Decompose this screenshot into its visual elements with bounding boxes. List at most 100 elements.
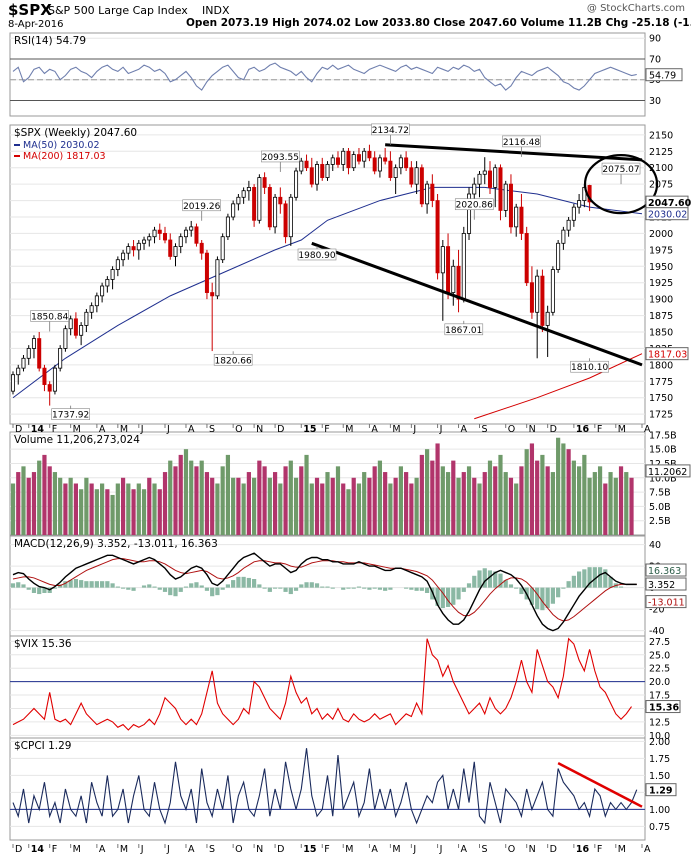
volume-bar xyxy=(404,472,409,535)
volume-bar xyxy=(508,477,514,535)
trendline xyxy=(311,241,643,367)
x-tick-label: 15 xyxy=(303,424,316,435)
tick-label: 10.0 xyxy=(649,731,670,742)
macd-hist-bar xyxy=(309,582,314,588)
volume-bar xyxy=(231,477,236,535)
macd-hist-bar xyxy=(199,585,204,588)
macd-hist-bar xyxy=(472,575,477,588)
volume-bar xyxy=(346,489,351,535)
macd-hist-bar xyxy=(314,583,320,588)
candle-body xyxy=(383,157,388,162)
macd-hist-bar xyxy=(252,579,257,588)
x-tick-label: 14 xyxy=(31,424,45,435)
macd-hist-bar xyxy=(168,587,173,596)
x-tick-label: F xyxy=(324,424,329,435)
vix-panel: 27.525.022.520.017.515.012.510.0$VIX 15.… xyxy=(9,635,681,742)
macd-hist-bar xyxy=(556,587,561,598)
candle-body xyxy=(136,242,141,251)
macd-hist-bar xyxy=(477,570,482,588)
candle-body xyxy=(68,318,73,330)
candle-body xyxy=(121,252,126,261)
macd-hist-bar xyxy=(535,587,540,610)
candle-body xyxy=(377,157,382,172)
candle-body xyxy=(388,160,393,178)
volume-bar xyxy=(577,466,582,535)
candle-body xyxy=(535,275,540,313)
annotation-label: 2020.86 xyxy=(456,201,493,211)
volume-bar xyxy=(351,477,356,535)
tick-label: 1925 xyxy=(649,278,673,289)
volume-bar xyxy=(582,454,587,535)
macd-hist-bar xyxy=(267,587,272,592)
volume-bar xyxy=(304,454,309,535)
volume-bar xyxy=(68,477,73,535)
volume-bar xyxy=(430,460,435,535)
volume-bar xyxy=(493,466,498,535)
macd-hist-bar xyxy=(466,583,472,588)
candle-body xyxy=(89,305,94,313)
macd-hist-bar xyxy=(63,581,68,588)
x-tick-label: F xyxy=(324,844,329,855)
tick-label: 12.5 xyxy=(649,717,670,728)
macd-hist-bar xyxy=(587,567,592,588)
candle-body xyxy=(173,246,178,257)
volume-tag: 11.2062 xyxy=(648,467,687,478)
volume-bar xyxy=(267,477,272,535)
cpci-line xyxy=(12,748,638,825)
macd-hist-bar xyxy=(341,587,346,590)
x-tick-label: J xyxy=(412,844,416,855)
macd-hist-bar xyxy=(262,587,267,589)
macd-hist-bar xyxy=(330,587,335,589)
macd-hist-bar xyxy=(283,587,288,592)
annotation-box xyxy=(454,198,494,211)
annotation-box xyxy=(444,323,484,336)
candle-body xyxy=(304,160,309,169)
x-tick-label: J xyxy=(166,844,170,855)
tick-label: 1.75 xyxy=(649,754,670,765)
x-tick-label: A xyxy=(461,844,468,855)
volume-bar xyxy=(120,477,126,535)
volume-bar xyxy=(545,466,550,535)
candle-body xyxy=(225,216,230,238)
macd-signal-line xyxy=(12,558,637,622)
candle-body xyxy=(189,226,194,231)
macd-hist-bar xyxy=(320,586,325,588)
x-tick-label: M xyxy=(618,424,626,435)
macd-hist-bar xyxy=(451,587,456,605)
macd-hist-bar xyxy=(304,582,309,588)
x-tick-label: D xyxy=(15,424,22,435)
candle-body xyxy=(487,170,492,188)
volume-bar xyxy=(110,494,115,535)
candle-body xyxy=(519,206,524,234)
volume-bar xyxy=(73,483,78,535)
x-tick-label: M xyxy=(618,844,626,855)
macd-hist-bar xyxy=(388,587,393,590)
candle-body xyxy=(367,150,372,159)
volume-bar xyxy=(629,477,634,535)
volume-bar xyxy=(42,454,47,535)
volume-bar xyxy=(556,437,561,535)
candle-body xyxy=(404,157,409,169)
volume-bar xyxy=(84,477,89,535)
macd-hist-bar xyxy=(456,587,461,600)
candle-body xyxy=(498,167,503,211)
watermark: @ StockCharts.com xyxy=(587,3,685,14)
annotation-box xyxy=(297,248,337,261)
macd-hist-bar xyxy=(126,587,131,590)
macd-hist-bar xyxy=(597,567,603,588)
macd-hist-bar xyxy=(189,583,194,588)
macd-hist-bar xyxy=(16,582,21,588)
macd-hist-bar xyxy=(288,587,293,595)
tick-label: 1850 xyxy=(649,328,673,339)
macd-hist-bar xyxy=(73,579,78,588)
x-tick-label: S xyxy=(209,844,215,855)
candle-body xyxy=(356,154,361,162)
volume-bar xyxy=(241,483,246,535)
panel-title: $CPCI 1.29 xyxy=(14,740,72,752)
vix-tag-box xyxy=(645,700,681,714)
candle-body xyxy=(84,311,89,326)
index-name: S&P 500 Large Cap Index xyxy=(48,4,188,17)
cpci-trendline xyxy=(557,762,643,808)
